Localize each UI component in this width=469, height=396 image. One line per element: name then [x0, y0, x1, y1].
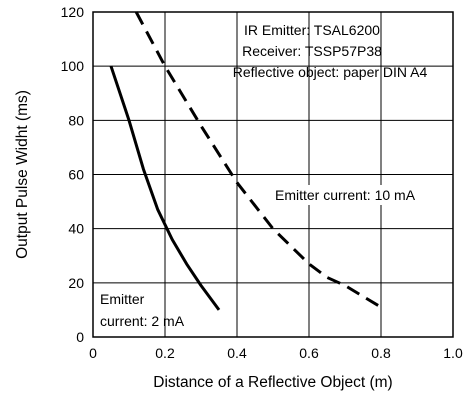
- annotations: IR Emitter: TSAL6200 Receiver: TSSP57P38 R…: [100, 22, 441, 329]
- series-line-10ma: [134, 11, 382, 309]
- annotation-label-10ma: Emitter current: 10 mA: [275, 187, 416, 203]
- y-tick-label: 80: [68, 112, 84, 128]
- x-tick-label: 0.2: [155, 345, 175, 361]
- annotation-setup-object: Reflective object: paper DIN A4: [233, 64, 428, 80]
- annotation-label-2ma-line2: current: 2 mA: [100, 313, 185, 329]
- x-tick-label: 0.4: [227, 345, 247, 361]
- annotation-background: [271, 185, 441, 205]
- y-tick-label: 60: [68, 167, 84, 183]
- x-axis-title: Distance of a Reflective Object (m): [153, 374, 392, 391]
- y-tick-label: 0: [76, 329, 84, 345]
- y-tick-label: 40: [68, 221, 84, 237]
- y-axis-title: Output Pulse Widht (ms): [14, 90, 31, 259]
- x-tick-label: 0.8: [371, 345, 391, 361]
- grid: [93, 12, 453, 337]
- y-tick-label: 120: [61, 4, 85, 20]
- y-tick-label: 100: [61, 58, 85, 74]
- x-tick-label: 0.6: [299, 345, 319, 361]
- annotation-label-2ma-line1: Emitter: [100, 291, 145, 307]
- plot-frame: [92, 11, 454, 338]
- annotation-setup-emitter: IR Emitter: TSAL6200: [244, 22, 380, 38]
- y-tick-label: 20: [68, 275, 84, 291]
- series-line-2ma: [109, 65, 221, 311]
- annotation-setup-receiver: Receiver: TSSP57P38: [242, 43, 382, 59]
- x-tick-label: 0: [89, 345, 97, 361]
- tick-labels: 0 0.2 0.4 0.6 0.8 1.0 0 20 40 60 80 100 120: [61, 4, 463, 361]
- x-tick-label: 1.0: [443, 345, 463, 361]
- series-layer: [109, 11, 382, 311]
